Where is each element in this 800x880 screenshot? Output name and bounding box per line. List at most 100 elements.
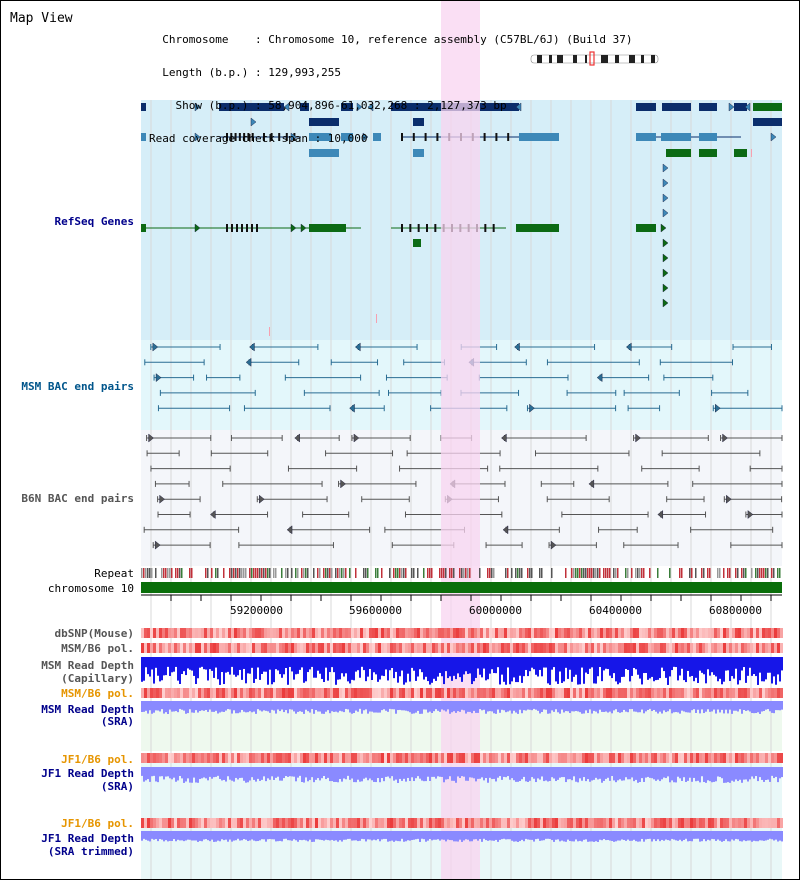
polymorphism-cell [594,643,597,653]
read-depth-bar [227,701,229,710]
polymorphism-cell [690,628,693,638]
read-depth-bar [711,831,713,839]
polymorphism-cell [750,753,753,763]
polymorphism-cell [264,643,267,653]
polymorphism-cell [324,688,327,698]
repeat-element [267,568,269,578]
polymorphism-cell [360,628,363,638]
read-depth-bar [725,767,727,783]
read-depth-bar [695,657,697,678]
polymorphism-cell [768,643,771,653]
polymorphism-cell [396,628,399,638]
read-depth-bar [535,657,537,675]
gene-exon [666,149,691,157]
read-depth-bar [387,657,389,681]
read-depth-bar [317,657,319,671]
read-depth-bar [325,701,327,712]
polymorphism-cell [291,688,294,698]
repeat-element [583,568,585,578]
read-depth-bar [687,831,689,842]
polymorphism-cell [228,628,231,638]
polymorphism-cell [759,643,762,653]
polymorphism-cell [309,628,312,638]
read-depth-bar [395,657,397,672]
read-depth-bar [497,767,499,778]
polymorphism-cell [315,688,318,698]
polymorphism-cell [732,628,735,638]
polymorphism-cell [585,818,588,828]
read-depth-bar [463,831,465,841]
polymorphism-cell [246,643,249,653]
strand-arrow [662,193,669,203]
read-depth-bar [271,657,273,685]
polymorphism-cell [705,818,708,828]
read-depth-bar [557,701,559,713]
read-depth-bar [165,767,167,777]
polymorphism-cell [543,628,546,638]
read-depth-bar [291,657,293,672]
polymorphism-cell [681,818,684,828]
read-depth-bar [295,701,297,714]
read-depth-bar [409,657,411,682]
read-depth-bar [229,831,231,840]
read-depth-bar [481,657,483,678]
read-depth-bar [355,701,357,711]
repeat-element [169,568,171,578]
read-depth-bar [201,701,203,711]
polymorphism-cell [687,818,690,828]
strand-arrow [245,357,252,367]
polymorphism-cell [771,818,774,828]
repeat-element [239,568,241,578]
read-depth-bar [619,657,621,683]
polymorphism-cell [339,753,342,763]
read-depth-bar [359,701,361,709]
polymorphism-cell [765,818,768,828]
polymorphism-cell [426,643,429,653]
read-depth-bar [779,657,781,682]
read-depth-bar [231,657,233,667]
read-depth-bar [773,767,775,779]
strand-arrow [744,102,751,112]
read-depth-bar [485,701,487,714]
read-depth-bar [203,701,205,711]
read-depth-bar [365,831,367,842]
read-depth-bar [537,657,539,677]
gene-exon [270,133,273,141]
read-depth-bar [669,831,671,841]
read-depth-bar [197,657,199,679]
polymorphism-cell [456,753,459,763]
read-depth-bar [681,831,683,842]
read-depth-bar [669,701,671,710]
read-depth-bar [155,831,157,840]
read-depth-bar [723,701,725,714]
read-depth-bar [145,767,147,781]
read-depth-bar [349,657,351,684]
polymorphism-cell [435,688,438,698]
gene-exon [238,133,241,141]
repeat-element [767,568,769,578]
polymorphism-cell [390,818,393,828]
polymorphism-cell [246,818,249,828]
polymorphism-cell [684,628,687,638]
read-depth-bar [415,831,417,840]
read-depth-bar [345,831,347,840]
read-depth-bar [731,701,733,714]
read-depth-bar [491,831,493,841]
polymorphism-cell [468,753,471,763]
repeat-element [635,568,637,578]
repeat-element [489,568,491,578]
polymorphism-cell [552,643,555,653]
polymorphism-cell [201,688,204,698]
read-depth-bar [225,767,227,782]
polymorphism-cell [414,753,417,763]
read-depth-bar [489,767,491,778]
read-depth-bar [185,831,187,841]
read-depth-bar [623,767,625,781]
gene-exon [285,133,288,141]
polymorphism-cell [471,688,474,698]
read-depth-bar [743,767,745,780]
polymorphism-cell [753,753,756,763]
strand-arrow [194,223,201,233]
read-depth-bar [299,657,301,670]
